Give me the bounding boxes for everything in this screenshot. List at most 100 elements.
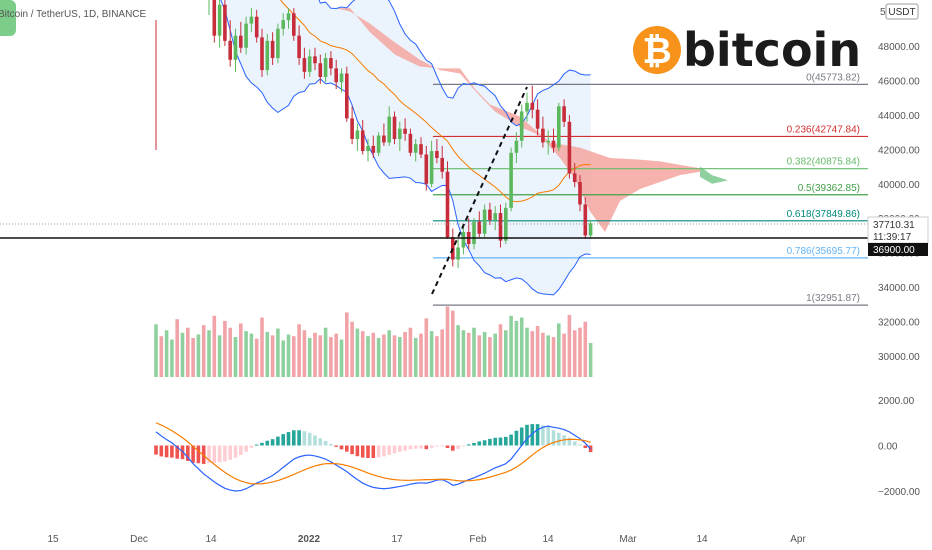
candle-body [350,118,354,139]
time-axis[interactable]: 15 Dec 14 2022 17 Feb 14 Mar 14 Apr [47,534,806,545]
candle[interactable] [588,219,593,239]
candle[interactable] [392,111,397,145]
candle[interactable] [435,139,439,164]
candle[interactable] [244,16,248,55]
candle[interactable] [403,118,407,141]
candle[interactable] [419,137,423,158]
candle[interactable] [456,238,460,269]
candle[interactable] [583,197,588,239]
candle[interactable] [382,123,386,146]
candle[interactable] [498,204,503,248]
candle[interactable] [270,32,275,65]
candlestick-series[interactable] [154,0,593,269]
macd-histogram-bar [578,444,582,446]
candle[interactable] [578,175,582,212]
candle[interactable] [482,204,487,238]
candle[interactable] [451,228,455,267]
candle[interactable] [551,128,556,153]
candle[interactable] [360,120,365,155]
candle[interactable] [413,139,418,162]
candle[interactable] [461,226,466,255]
candle[interactable] [557,102,561,152]
candle[interactable] [408,128,413,157]
candle[interactable] [313,47,317,71]
candle[interactable] [387,106,391,146]
fib-level-label: 0.236(42747.84) [787,124,860,135]
candle[interactable] [514,132,519,164]
candle[interactable] [286,8,291,29]
candle[interactable] [233,28,238,72]
candle-body [541,128,545,143]
candle[interactable] [239,21,243,53]
candle-body [530,102,535,110]
candle[interactable] [355,123,360,152]
candle[interactable] [440,145,444,179]
candle-body [403,128,407,134]
candle[interactable] [339,68,344,93]
candle[interactable] [217,0,222,48]
symbol-title[interactable]: Bitcoin / TetherUS, 1D, BINANCE [0,9,147,20]
candle[interactable] [445,161,450,239]
candle[interactable] [254,9,259,43]
candle[interactable] [477,211,482,238]
candle[interactable] [260,28,264,77]
candle[interactable] [302,47,307,79]
candle[interactable] [281,13,285,36]
candle[interactable] [292,8,296,41]
trend-line[interactable] [431,86,528,295]
candle[interactable] [323,52,328,83]
candle-body [313,56,317,64]
candle[interactable] [265,33,270,76]
candle[interactable] [546,130,550,155]
candle[interactable] [398,121,402,152]
candle[interactable] [276,23,280,64]
volume-bar [244,331,248,377]
candle[interactable] [493,206,497,231]
current-price-value: 37710.31 [873,220,915,231]
candle[interactable] [429,140,434,188]
candle[interactable] [297,25,301,65]
candle[interactable] [525,92,529,122]
candle[interactable] [366,139,370,162]
candle[interactable] [572,163,577,188]
candle[interactable] [509,147,513,212]
candle[interactable] [329,51,333,76]
price-axis[interactable]: 48000.00 46000.00 44000.00 42000.00 40000.00… [878,42,920,363]
candle[interactable] [376,132,381,157]
macd-histogram-bar [413,445,418,449]
candle[interactable] [228,20,232,67]
volume-bar [504,330,508,377]
candle[interactable] [472,218,476,250]
fib-level-label: 0.786(35695.77) [787,246,860,257]
candle[interactable] [212,0,217,43]
candle[interactable] [562,99,566,127]
candle[interactable] [519,104,524,148]
candle[interactable] [371,135,376,158]
macd-histogram-bar [313,435,317,446]
macd-tick-label: 0.00 [878,442,898,453]
volume-bar [329,337,333,377]
candle[interactable] [567,114,572,179]
current-price-tag: 37710.31 11:39:17 [867,216,929,244]
candle[interactable] [504,202,508,245]
candle[interactable] [488,202,492,226]
fibonacci-retracement[interactable]: 0(45773.82) 0.236(42747.84) 0.382(40875.84… [433,72,868,306]
moving-average [280,0,591,203]
candle[interactable] [249,8,254,33]
candle[interactable] [535,99,540,136]
candle[interactable] [318,54,323,84]
currency-badge[interactable]: USDT [885,3,919,20]
candle[interactable] [345,66,349,122]
candle[interactable] [334,59,338,90]
candle[interactable] [223,0,227,46]
candle[interactable] [307,49,312,77]
candle[interactable] [424,145,429,191]
volume-bar [472,327,476,377]
macd-histogram-bar [302,431,307,446]
macd-histogram-bar [318,438,323,446]
candle[interactable] [541,116,545,148]
candle[interactable] [350,106,354,145]
candle[interactable] [530,85,535,119]
candle[interactable] [207,0,211,15]
